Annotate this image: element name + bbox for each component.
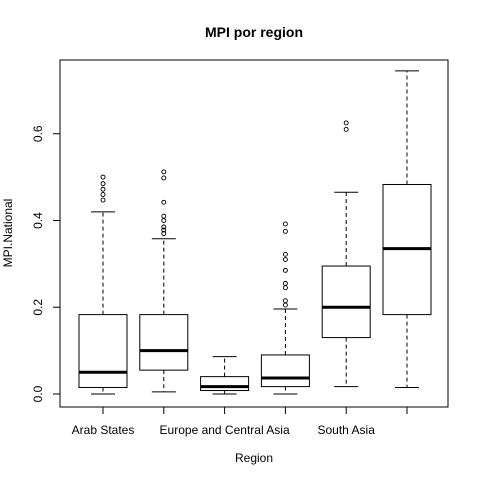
outlier-point: [282, 298, 288, 304]
outlier-point: [161, 218, 167, 223]
x-tick-label: South Asia: [318, 423, 376, 437]
outlier-point: [282, 285, 288, 291]
x-axis-label: Region: [235, 451, 273, 465]
outlier-point: [161, 213, 167, 219]
y-tick-label: 0.6: [31, 125, 45, 142]
box: [200, 376, 250, 392]
x-tick-label: Europe and Central Asia: [160, 423, 290, 437]
box: [321, 265, 371, 339]
outlier-point: [100, 174, 106, 180]
outlier-point: [161, 224, 167, 230]
box: [139, 314, 189, 371]
outlier-point: [343, 120, 349, 126]
chart-title: MPI por region: [205, 24, 303, 40]
y-tick-label: 0.4: [31, 212, 45, 229]
outlier-point: [282, 251, 288, 257]
outlier-point: [161, 169, 167, 175]
outlier-point: [161, 175, 167, 181]
chart-marks: 0.0 0.2 0.4 0.6 Arab States Europe and Centra…: [31, 70, 432, 437]
outlier-point: [161, 227, 167, 233]
y-tick-label: 0.0: [31, 385, 45, 402]
outlier-point: [100, 186, 106, 192]
outlier-point: [343, 126, 349, 132]
y-axis-label: MPI.National: [1, 199, 15, 268]
outlier-point: [100, 181, 106, 187]
outlier-point: [282, 267, 288, 273]
outlier-point: [161, 231, 167, 236]
outlier-point: [100, 197, 106, 203]
outlier-point: [282, 257, 288, 262]
outlier-point: [282, 302, 288, 308]
outlier-point: [100, 192, 106, 197]
y-tick-label: 0.2: [31, 299, 45, 316]
outlier-point: [282, 280, 288, 286]
box: [78, 314, 128, 388]
x-tick-label: Arab States: [72, 423, 135, 437]
outlier-point: [161, 199, 167, 205]
box: [260, 354, 310, 388]
outlier-point: [282, 221, 288, 227]
outlier-point: [282, 228, 288, 234]
